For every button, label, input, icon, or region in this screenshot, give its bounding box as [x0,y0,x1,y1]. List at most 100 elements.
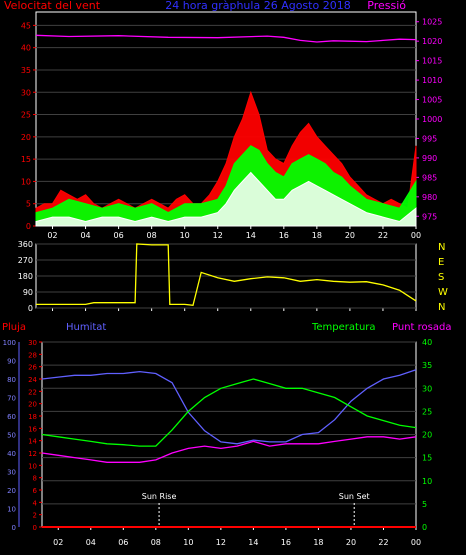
dewpoint-title: Punt rosada [392,322,451,333]
rain-tick-label: 20 [28,401,37,409]
rain-tick-label: 4 [33,499,38,507]
rain-tick-label: 22 [28,388,37,396]
rain-tick-label: 0 [33,524,37,532]
direction-line [36,243,417,307]
x-tick-label: 22 [378,231,388,240]
rain-tick-label: 10 [28,462,37,470]
wind-tick-label: 45 [21,21,31,30]
direction-tick-label: 360 [18,240,33,249]
pressure-tick-label: 995 [422,134,437,143]
wind-tick-label: 5 [26,200,31,209]
humidity-tick-label: 10 [7,506,16,514]
x-tick-label: 08 [151,538,161,547]
x-tick-label: 10 [180,231,190,240]
humidity-tick-label: 70 [7,395,16,403]
direction-tick-label: 180 [18,272,33,281]
pressure-line [35,34,417,43]
rain-title: Pluja [2,322,26,333]
humidity-tick-label: 50 [7,432,16,440]
x-tick-label: 14 [246,231,256,240]
humidity-title: Humitat [66,322,106,333]
temperature-title: Temperatura [311,322,376,333]
x-tick-label: 18 [312,231,322,240]
temperature-tick-label: 0 [422,523,427,532]
sun-marker-label: Sun Set [339,492,370,501]
x-tick-label: 10 [183,538,193,547]
sun-marker-label: Sun Rise [142,492,177,501]
x-tick-label: 00 [411,231,421,240]
rain-tick-label: 2 [33,512,37,520]
temperature-tick-label: 35 [422,361,432,370]
x-tick-label: 02 [53,538,63,547]
x-tick-label: 02 [47,231,57,240]
wind-tick-label: 10 [21,177,31,186]
direction-tick-label: 270 [18,256,33,265]
pressure-tick-label: 1015 [422,57,442,66]
humidity-tick-label: 80 [7,376,16,384]
wind-tick-label: 30 [21,88,31,97]
x-tick-label: 14 [248,538,258,547]
pressure-tick-label: 1005 [422,96,442,105]
wind-tick-label: 15 [21,155,31,164]
wind-tick-label: 0 [26,222,31,231]
pressure-tick-label: 990 [422,154,437,163]
chart-date-title: 24 hora gràphula 26 Agosto 2018 [165,0,350,12]
x-tick-label: 16 [281,538,291,547]
temperature-tick-label: 10 [422,477,432,486]
humidity-tick-label: 30 [7,469,16,477]
x-tick-label: 06 [114,231,124,240]
compass-label: S [438,272,444,283]
x-tick-label: 08 [147,231,157,240]
pressure-tick-label: 1000 [422,115,442,124]
x-tick-label: 20 [345,231,355,240]
direction-tick-label: 0 [28,304,33,313]
x-tick-label: 00 [411,538,421,547]
humidity-tick-label: 40 [7,450,16,458]
temperature-tick-label: 40 [422,338,432,347]
rain-tick-label: 28 [28,351,37,359]
compass-label: E [438,257,444,268]
pressure-tick-label: 1010 [422,76,442,85]
pressure-tick-label: 980 [422,193,437,202]
wind-speed-title: Velocitat del vent [4,0,101,12]
direction-tick-label: 90 [23,288,33,297]
compass-label: N [438,242,445,253]
pressure-title: Pressió [367,0,406,12]
temperature-tick-label: 25 [422,407,432,416]
x-tick-label: 16 [279,231,289,240]
x-tick-label: 06 [118,538,128,547]
rain-tick-label: 14 [28,438,37,446]
x-tick-label: 20 [346,538,356,547]
rain-tick-label: 24 [28,376,37,384]
x-tick-label: 12 [216,538,226,547]
humidity-line [41,369,417,445]
rain-tick-label: 26 [28,364,37,372]
temperature-tick-label: 30 [422,384,432,393]
humidity-tick-label: 90 [7,358,16,366]
temperature-tick-label: 15 [422,454,432,463]
x-tick-label: 12 [213,231,223,240]
temperature-tick-label: 5 [422,500,427,509]
dewpoint-line [41,436,417,463]
rain-tick-label: 16 [28,425,37,433]
pressure-tick-label: 985 [422,173,437,182]
humidity-tick-label: 60 [7,413,16,421]
wind-tick-label: 40 [21,44,31,53]
rain-tick-label: 12 [28,450,37,458]
x-tick-label: 04 [86,538,96,547]
temperature-tick-label: 20 [422,431,432,440]
humidity-tick-label: 100 [3,339,16,347]
x-tick-label: 04 [80,231,90,240]
compass-label: N [438,302,445,313]
x-tick-label: 22 [378,538,388,547]
rain-tick-label: 6 [33,487,38,495]
pressure-tick-label: 1020 [422,37,442,46]
humidity-tick-label: 0 [12,524,16,532]
rain-tick-label: 8 [33,475,37,483]
wind-tick-label: 25 [21,111,31,120]
wind-tick-label: 35 [21,66,31,75]
pressure-tick-label: 975 [422,212,437,221]
compass-label: W [438,287,448,298]
temperature-line [41,378,417,447]
